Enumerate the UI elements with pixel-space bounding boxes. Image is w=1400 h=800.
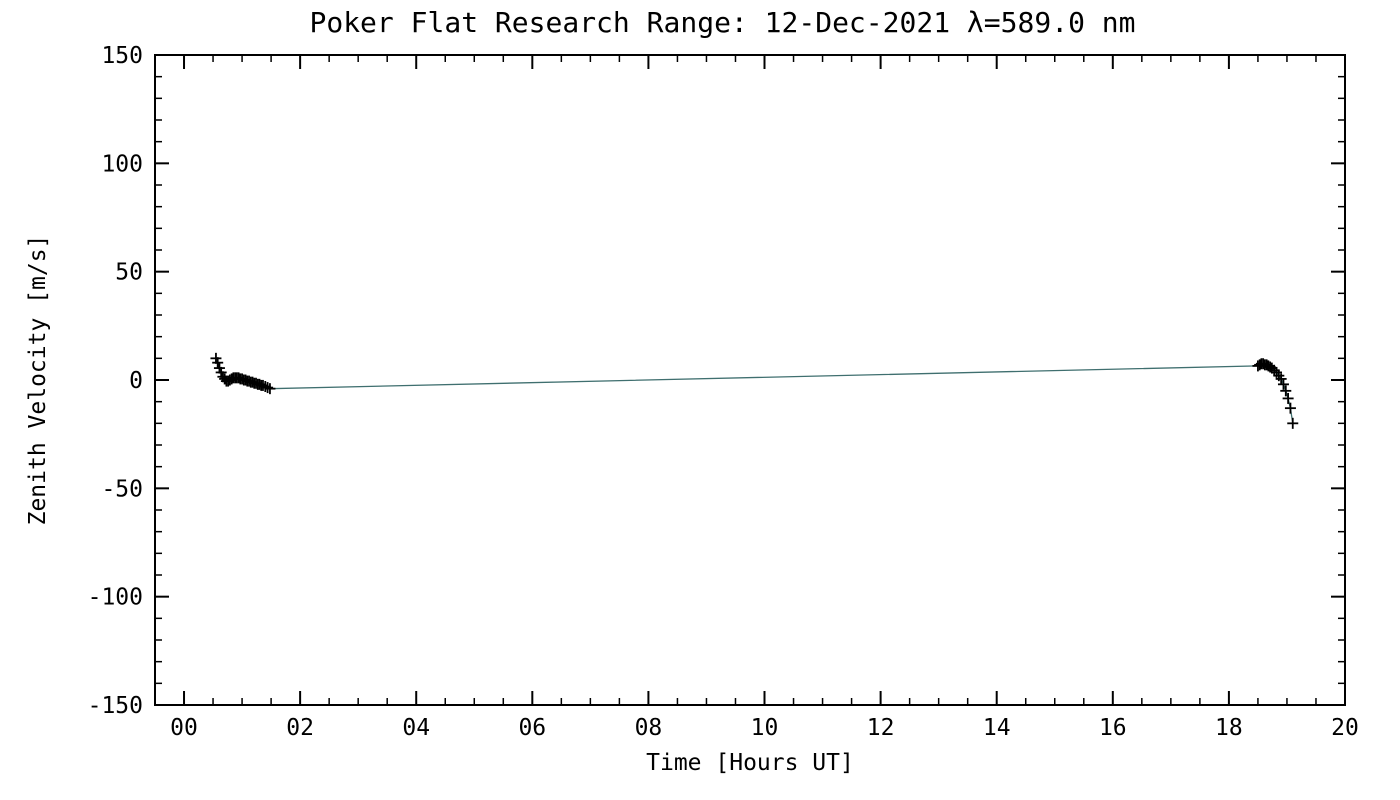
svg-text:20: 20 bbox=[1331, 715, 1359, 741]
svg-text:14: 14 bbox=[983, 715, 1011, 741]
svg-text:50: 50 bbox=[115, 260, 143, 286]
svg-text:08: 08 bbox=[635, 715, 663, 741]
svg-text:-50: -50 bbox=[101, 476, 143, 502]
y-axis-ticks bbox=[155, 54, 1345, 706]
data-markers bbox=[210, 352, 1299, 429]
svg-text:16: 16 bbox=[1099, 715, 1127, 741]
svg-text:-150: -150 bbox=[88, 693, 143, 719]
data-line bbox=[215, 358, 1294, 424]
svg-text:-100: -100 bbox=[88, 585, 143, 611]
svg-text:00: 00 bbox=[170, 715, 198, 741]
x-axis-label: Time [Hours UT] bbox=[646, 750, 854, 776]
svg-text:18: 18 bbox=[1215, 715, 1243, 741]
y-axis-tick-labels: -150 -100 -50 0 50 100 150 bbox=[88, 43, 143, 719]
svg-text:12: 12 bbox=[867, 715, 895, 741]
svg-text:02: 02 bbox=[286, 715, 314, 741]
svg-text:100: 100 bbox=[101, 151, 143, 177]
x-axis-tick-labels: 00 02 04 06 08 10 12 14 16 18 20 bbox=[170, 715, 1359, 741]
y-axis-label: Zenith Velocity [m/s] bbox=[25, 234, 51, 526]
plot-border bbox=[154, 54, 1346, 706]
svg-text:0: 0 bbox=[129, 368, 143, 394]
chart-title: Poker Flat Research Range: 12-Dec-2021 λ… bbox=[309, 6, 1136, 39]
svg-text:06: 06 bbox=[518, 715, 546, 741]
svg-text:150: 150 bbox=[101, 43, 143, 69]
svg-text:04: 04 bbox=[402, 715, 430, 741]
svg-text:10: 10 bbox=[751, 715, 779, 741]
x-axis-ticks bbox=[154, 55, 1346, 705]
